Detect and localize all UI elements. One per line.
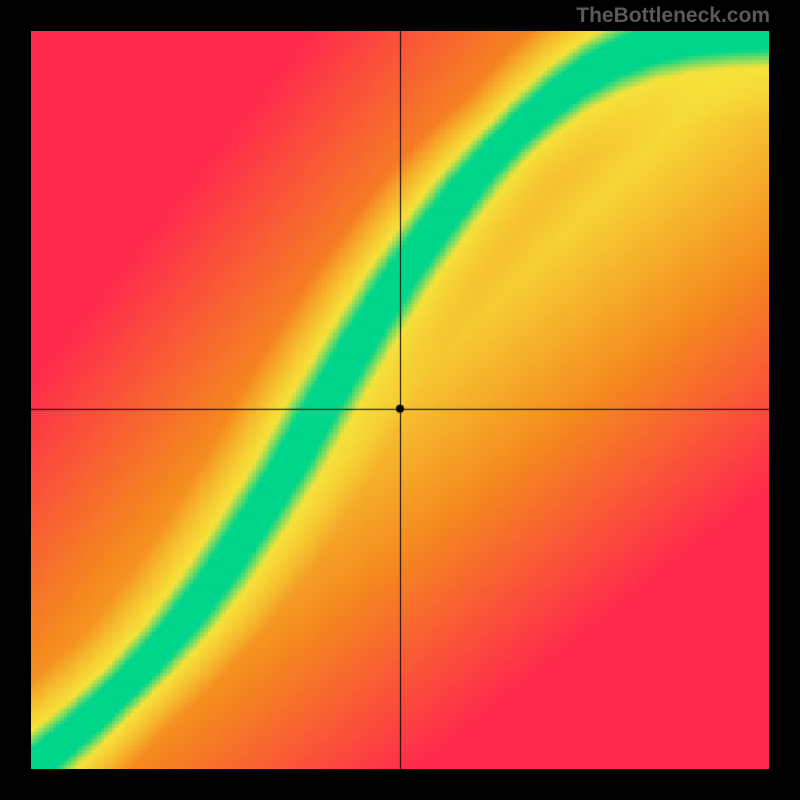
watermark-text: TheBottleneck.com <box>576 4 770 28</box>
chart-container: { "type": "heatmap", "canvas": { "width"… <box>0 0 800 800</box>
bottleneck-heatmap <box>31 31 769 769</box>
